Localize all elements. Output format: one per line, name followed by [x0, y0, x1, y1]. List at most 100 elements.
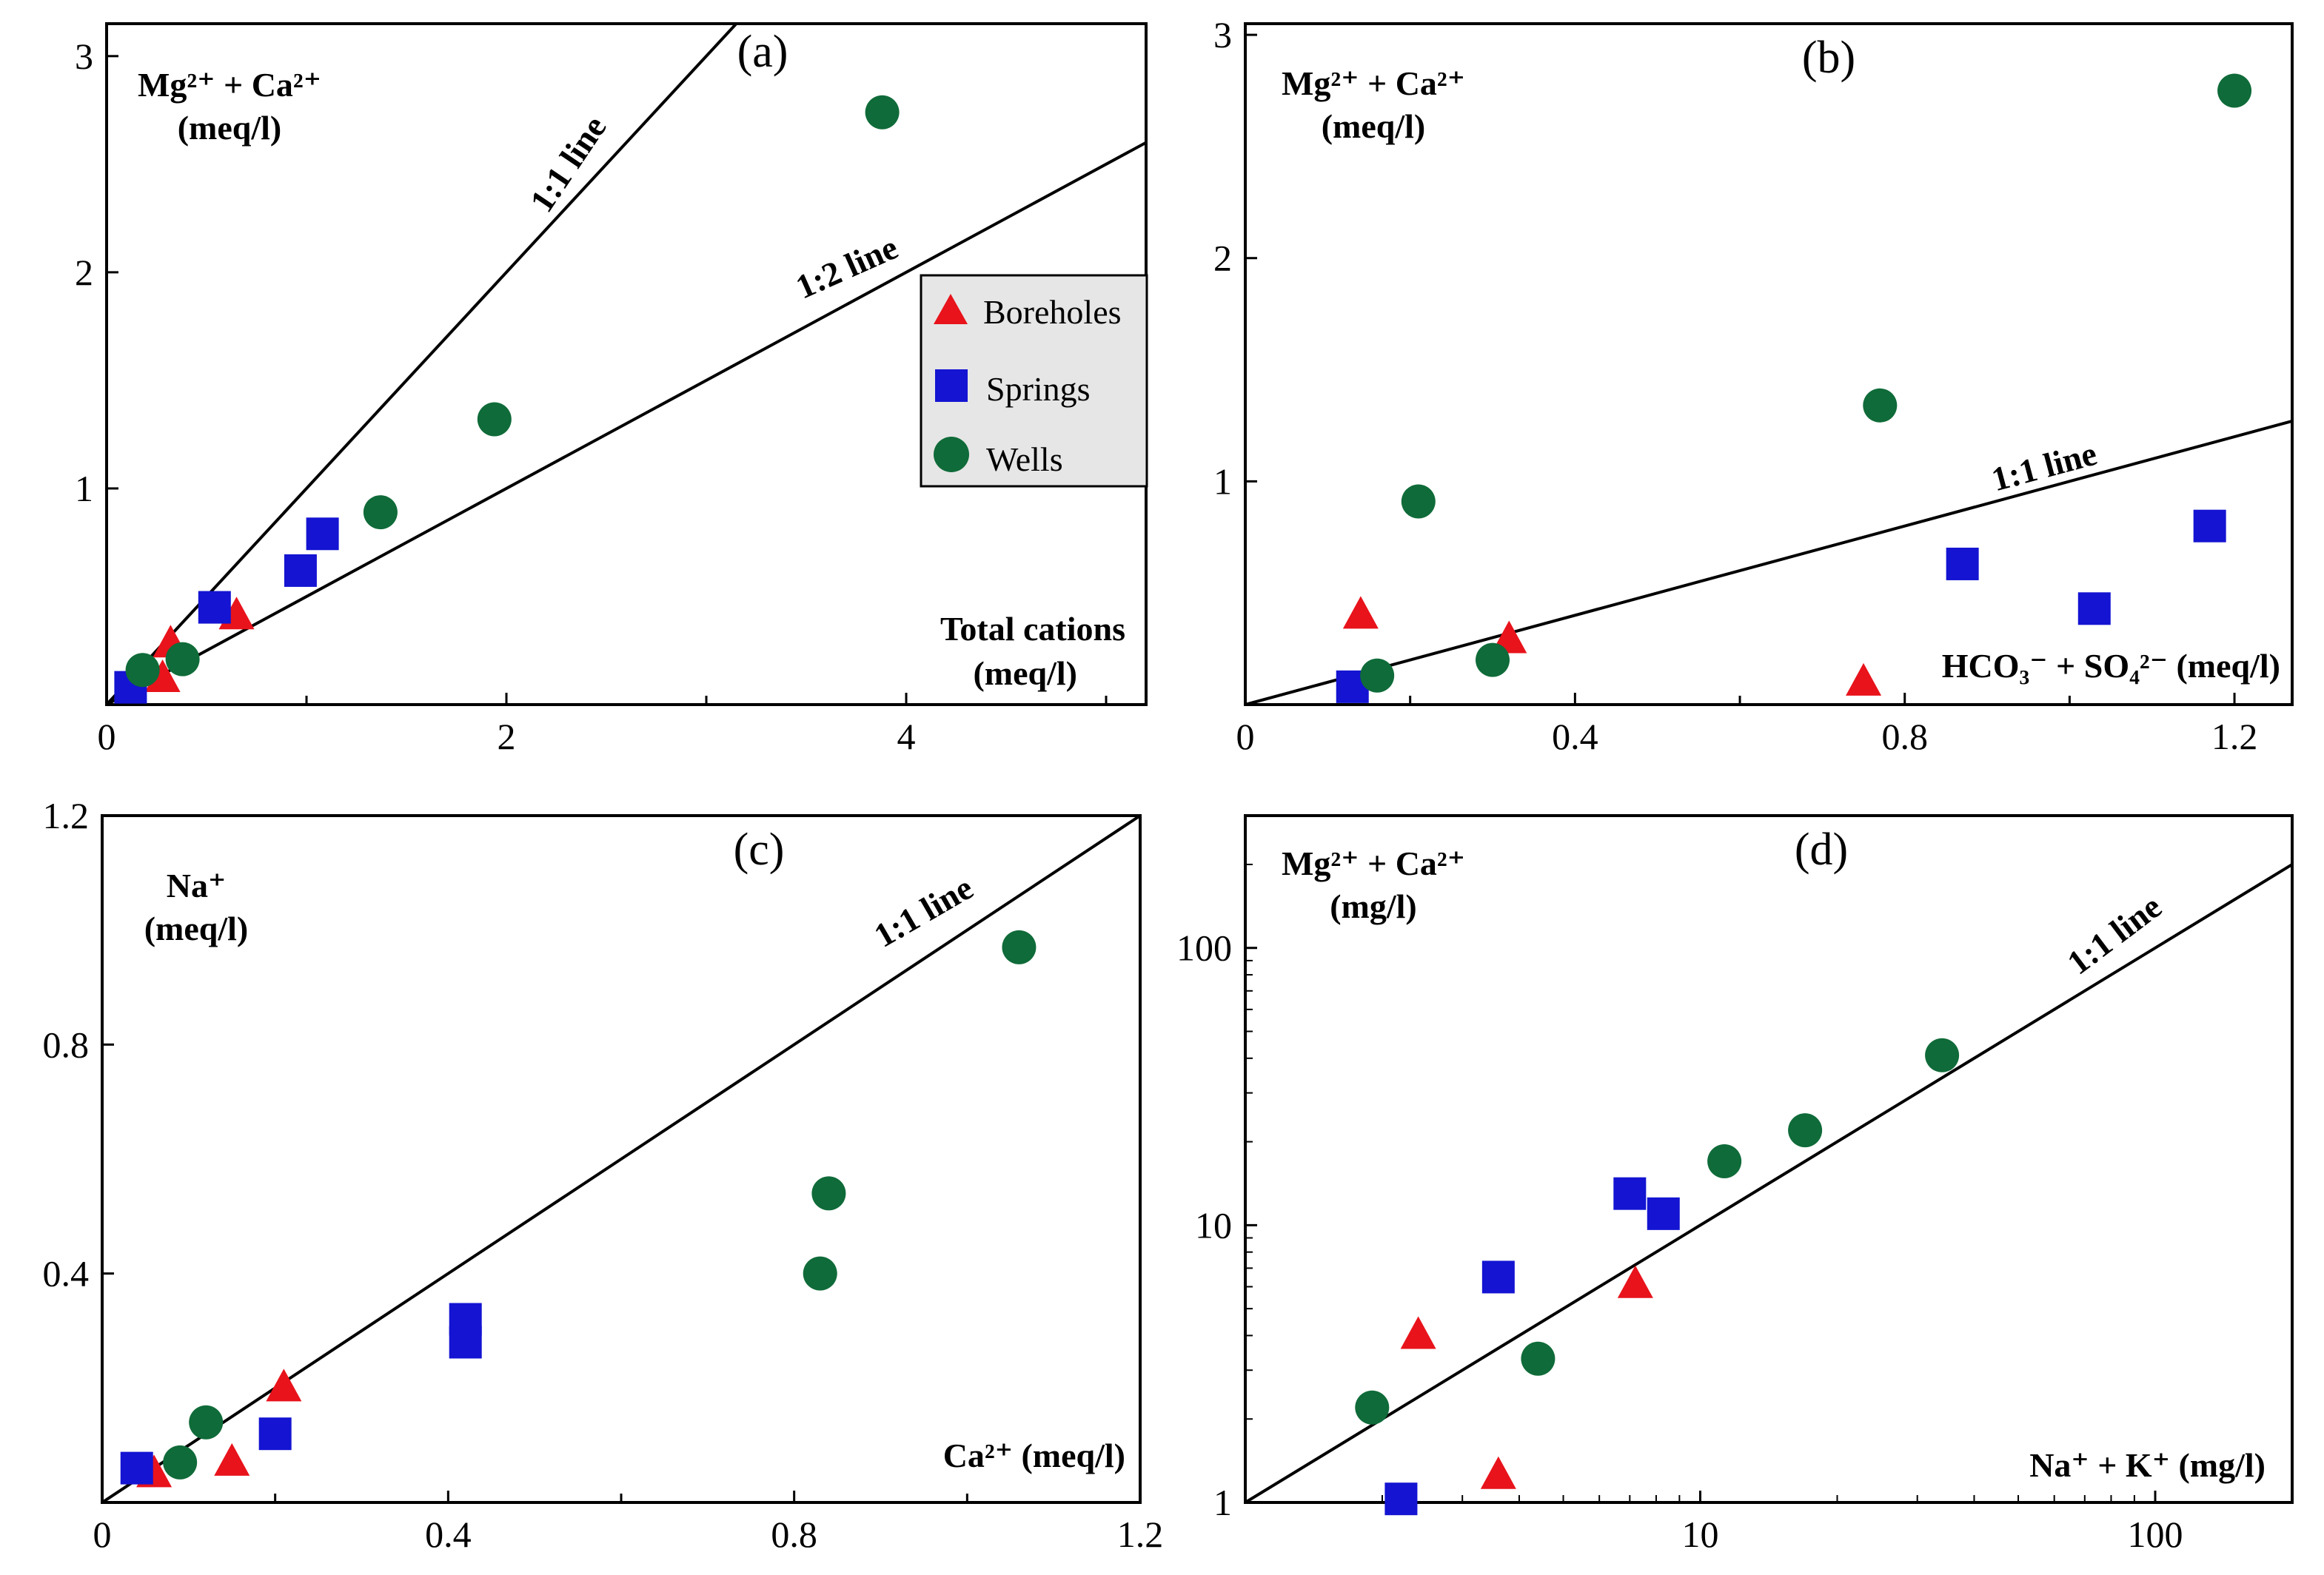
y-tick-label: 0.4: [43, 1253, 90, 1294]
x-tick-label: 2: [498, 716, 516, 757]
point-wells: [477, 402, 512, 437]
point-boreholes: [144, 659, 181, 692]
legend: Boreholes Springs Wells: [920, 274, 1148, 488]
point-springs: [306, 517, 339, 551]
y-tick-label: 2: [1213, 238, 1232, 279]
panel-c: (c) Na⁺ (meq/l) Ca²⁺ (meq/l) 1:1 line 0 0…: [43, 795, 1164, 1555]
y-axis-label: Mg²⁺ + Ca²⁺: [1282, 64, 1465, 102]
y-tick-label: 1: [75, 468, 93, 509]
point-wells: [1863, 388, 1898, 423]
point-wells: [2217, 73, 2252, 108]
ref-line-1-1-line: [102, 816, 1140, 1502]
point-wells: [363, 495, 398, 530]
x-tick-label: 1.2: [1117, 1514, 1164, 1555]
y-tick-label: 0.8: [43, 1024, 90, 1065]
panel-label: (c): [734, 825, 785, 875]
point-boreholes: [1617, 1265, 1653, 1298]
x-axis-label: Total cations: [940, 610, 1125, 648]
y-axis-unit: (meq/l): [1322, 107, 1426, 145]
point-wells: [865, 95, 900, 130]
point-springs: [198, 591, 231, 624]
y-tick-label: 100: [1176, 927, 1232, 969]
point-wells: [1476, 642, 1510, 677]
ref-line-1-1-line: [1245, 419, 2292, 705]
point-boreholes: [214, 1443, 250, 1476]
point-springs: [2193, 509, 2226, 543]
point-wells: [1002, 930, 1037, 964]
x-tick-label: 1.2: [2211, 716, 2258, 757]
plot-frame: [1244, 814, 2294, 1504]
x-tick-label: 100: [2128, 1514, 2183, 1555]
x-tick-label: 0.8: [1881, 716, 1928, 757]
x-tick-label: 0.4: [425, 1514, 472, 1555]
point-wells: [189, 1405, 224, 1440]
point-springs: [258, 1417, 292, 1451]
point-wells: [1925, 1038, 1960, 1072]
point-boreholes: [1400, 1316, 1436, 1349]
x-tick-label: 0: [1236, 716, 1255, 757]
ref-line-label-1-1: 1:1 line: [2060, 887, 2169, 982]
y-axis-unit: (meq/l): [178, 109, 282, 147]
legend-circle-marker: [934, 437, 969, 472]
y-tick-label: 1: [1213, 1482, 1232, 1523]
y-tick-label: 2: [75, 252, 93, 293]
legend-label-springs: Springs: [986, 370, 1091, 408]
point-boreholes: [1480, 1456, 1516, 1489]
point-boreholes: [1342, 596, 1379, 629]
panel-label: (d): [1795, 825, 1848, 875]
x-tick-label: 0.8: [771, 1514, 817, 1555]
y-tick-label: 1: [1213, 460, 1232, 502]
point-wells: [165, 642, 200, 676]
point-wells: [811, 1176, 846, 1211]
ref-line-label-1-1: 1:1 line: [523, 109, 614, 218]
ref-line-1-2-line: [107, 141, 1146, 705]
x-tick-label: 4: [897, 716, 916, 757]
ref-line-1-1-line: [107, 24, 739, 705]
ref-line-1-1-line: [1245, 863, 2292, 1502]
panel-b: (b) Mg²⁺ + Ca²⁺ (meq/l) HCO₃⁻ + SO₄²⁻ (m…: [1213, 14, 2294, 757]
point-springs: [1647, 1197, 1680, 1230]
x-axis-label: Na⁺ + K⁺ (mg/l): [2029, 1446, 2266, 1484]
point-boreholes: [266, 1369, 302, 1402]
y-axis-unit: (meq/l): [144, 910, 249, 947]
point-wells: [1521, 1341, 1556, 1376]
legend-label-wells: Wells: [986, 440, 1063, 478]
y-tick-label: 1.2: [43, 795, 90, 836]
x-tick-label: 0.4: [1552, 716, 1598, 757]
y-tick-label: 3: [1213, 14, 1232, 56]
y-tick-label: 10: [1195, 1204, 1232, 1246]
y-tick-label: 3: [75, 36, 93, 77]
point-wells: [1707, 1144, 1742, 1179]
point-wells: [1788, 1113, 1823, 1148]
y-axis-label: Mg²⁺ + Ca²⁺: [1282, 844, 1465, 882]
point-wells: [1360, 658, 1395, 693]
panel-label: (b): [1802, 33, 1855, 83]
x-axis-unit: (meq/l): [973, 654, 1077, 692]
x-axis-label: HCO₃⁻ + SO₄²⁻ (meq/l): [1942, 647, 2280, 685]
x-axis-label: Ca²⁺ (meq/l): [943, 1437, 1125, 1474]
y-axis-label: Mg²⁺ + Ca²⁺: [138, 66, 321, 104]
point-wells: [803, 1256, 837, 1291]
x-tick-label: 10: [1682, 1514, 1719, 1555]
x-tick-label: 0: [98, 716, 116, 757]
point-wells: [125, 653, 160, 688]
point-springs: [1946, 547, 1979, 580]
panel-label: (a): [737, 27, 788, 77]
point-springs: [284, 554, 317, 587]
point-wells: [163, 1445, 198, 1480]
point-springs: [1481, 1260, 1515, 1294]
point-wells: [1401, 484, 1436, 519]
point-springs: [449, 1326, 482, 1359]
point-springs: [2077, 592, 2111, 625]
ref-line-label-1-1: 1:1 line: [868, 868, 980, 954]
y-axis-label: Na⁺: [167, 867, 227, 904]
legend-triangle-marker: [934, 294, 968, 324]
point-wells: [1355, 1390, 1390, 1425]
point-springs: [1613, 1177, 1647, 1210]
legend-square-marker: [935, 369, 968, 402]
point-springs: [1384, 1482, 1418, 1516]
point-boreholes: [1846, 662, 1882, 696]
panel-d: (d) Mg²⁺ + Ca²⁺ (mg/l) Na⁺ + K⁺ (mg/l) 1…: [1176, 814, 2294, 1555]
legend-label-boreholes: Boreholes: [983, 293, 1122, 331]
